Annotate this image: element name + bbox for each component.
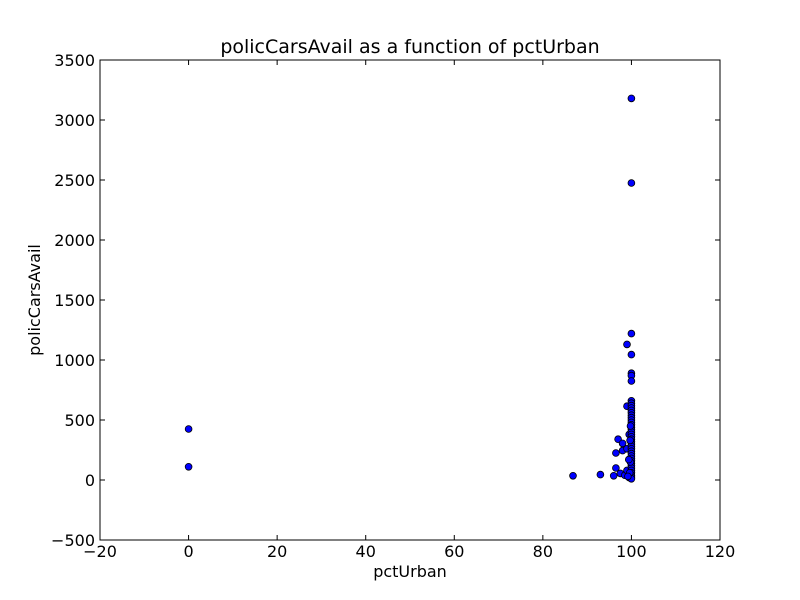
data-point <box>626 436 634 445</box>
y-tick-label: 500 <box>64 411 95 430</box>
data-point <box>627 179 636 187</box>
data-point <box>623 340 631 349</box>
data-point <box>612 449 620 457</box>
data-point <box>184 425 193 433</box>
y-tick-label: 2000 <box>54 231 95 250</box>
x-tick-label: −20 <box>83 542 117 561</box>
y-tick-label: 2500 <box>54 171 95 190</box>
y-tick-label: 1500 <box>54 291 95 310</box>
y-axis-label: policCarsAvail <box>25 244 44 356</box>
y-tick-label: 0 <box>85 471 95 490</box>
points-layer <box>184 94 636 483</box>
ticks-layer: −20 0 20 40 60 80 100 120 −500 0 500 1000 1500 2000 25… <box>51 51 735 561</box>
x-tick-label: 120 <box>705 542 736 561</box>
y-tick-label: 3000 <box>54 111 95 130</box>
data-point <box>626 422 635 430</box>
x-tick-label: 80 <box>533 542 553 561</box>
x-tick-label: 60 <box>444 542 464 561</box>
data-point <box>609 471 618 480</box>
x-tick-label: 40 <box>356 542 376 561</box>
chart-title: policCarsAvail as a function of pctUrban <box>220 36 599 58</box>
data-point <box>627 329 636 338</box>
x-tick-label: 100 <box>616 542 647 561</box>
data-point <box>569 471 577 480</box>
y-tick-label: 3500 <box>54 51 95 70</box>
data-point <box>612 464 620 472</box>
x-axis-label: pctUrban <box>373 562 447 581</box>
x-tick-label: 20 <box>267 542 287 561</box>
data-point <box>624 455 633 464</box>
data-point <box>627 350 636 359</box>
data-point <box>184 462 193 471</box>
y-tick-label: 1000 <box>54 351 95 370</box>
data-point <box>627 377 636 385</box>
x-tick-label: 0 <box>183 542 193 561</box>
data-point <box>596 470 605 479</box>
y-tick-label: −500 <box>51 531 95 550</box>
data-point <box>627 94 636 103</box>
data-point <box>624 472 632 481</box>
data-point <box>618 439 627 448</box>
